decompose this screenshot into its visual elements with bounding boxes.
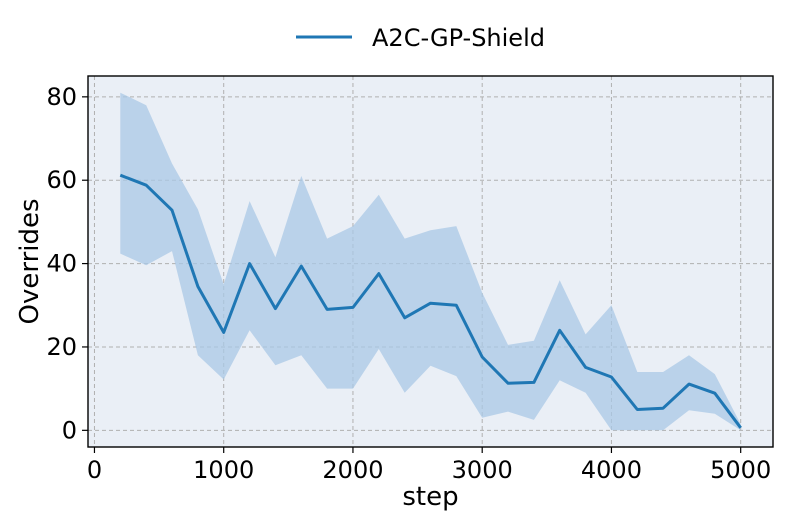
series-line: [119, 173, 742, 429]
y-tick-label: 0: [62, 416, 77, 444]
x-tick-label: 0: [87, 456, 102, 484]
x-axis: 0 1000 2000 3000 4000 5000: [87, 447, 771, 484]
x-tick-label: 2000: [322, 456, 383, 484]
y-tick-label: 80: [46, 83, 77, 111]
legend: A2C-GP-Shield: [296, 24, 545, 52]
y-axis-title: Overrides: [15, 198, 45, 324]
y-tick-label: 40: [46, 250, 77, 278]
x-tick-label: 3000: [452, 456, 513, 484]
x-axis-title: step: [402, 482, 458, 512]
plot-frame: [87, 75, 774, 448]
y-axis: 0 20 40 60 80: [46, 83, 88, 444]
legend-label: A2C-GP-Shield: [372, 24, 545, 52]
x-tick-label: 1000: [193, 456, 254, 484]
x-tick-label: 5000: [710, 456, 771, 484]
confidence-band: [120, 92, 741, 431]
y-tick-label: 20: [46, 333, 77, 361]
x-tick-label: 4000: [581, 456, 642, 484]
y-tick-label: 60: [46, 166, 77, 194]
